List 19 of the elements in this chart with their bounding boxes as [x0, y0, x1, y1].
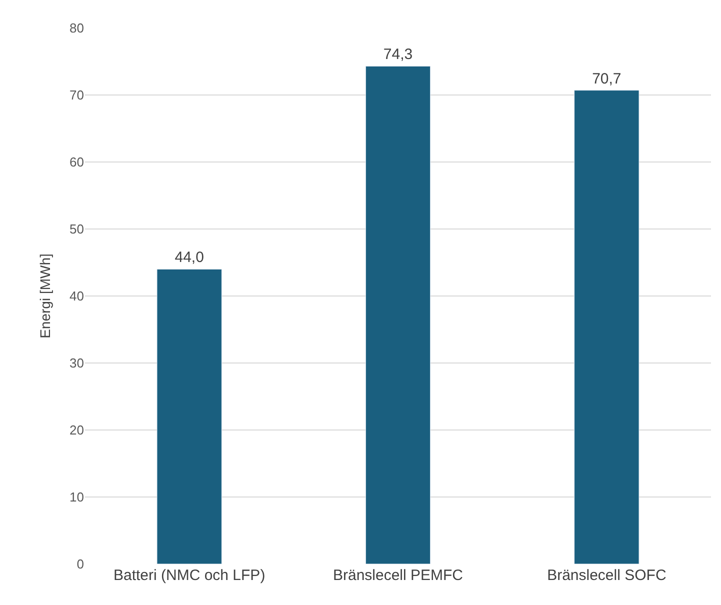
data-label: 70,7: [592, 70, 622, 88]
bar: [365, 66, 431, 564]
y-tick-label: 20: [70, 422, 84, 438]
y-tick-label: 60: [70, 154, 84, 170]
y-tick-label: 70: [70, 88, 84, 103]
y-tick-label: 0: [76, 556, 84, 572]
bar: [574, 90, 640, 564]
bar: [156, 268, 222, 564]
data-label: 44,0: [174, 249, 204, 266]
x-tick-label: Bränslecell SOFC: [547, 567, 666, 584]
y-tick-label: 30: [70, 356, 84, 371]
y-tick-label: 80: [70, 20, 84, 36]
y-tick-label: 50: [70, 222, 84, 237]
y-axis-title: Energi [MWh]: [37, 254, 54, 338]
y-tick-label: 10: [70, 490, 84, 505]
x-tick-label: Batteri (NMC och LFP): [113, 567, 266, 584]
data-label: 74,3: [383, 46, 413, 64]
y-tick-label: 40: [70, 288, 84, 304]
x-tick-label: Bränslecell PEMFC: [332, 567, 464, 584]
